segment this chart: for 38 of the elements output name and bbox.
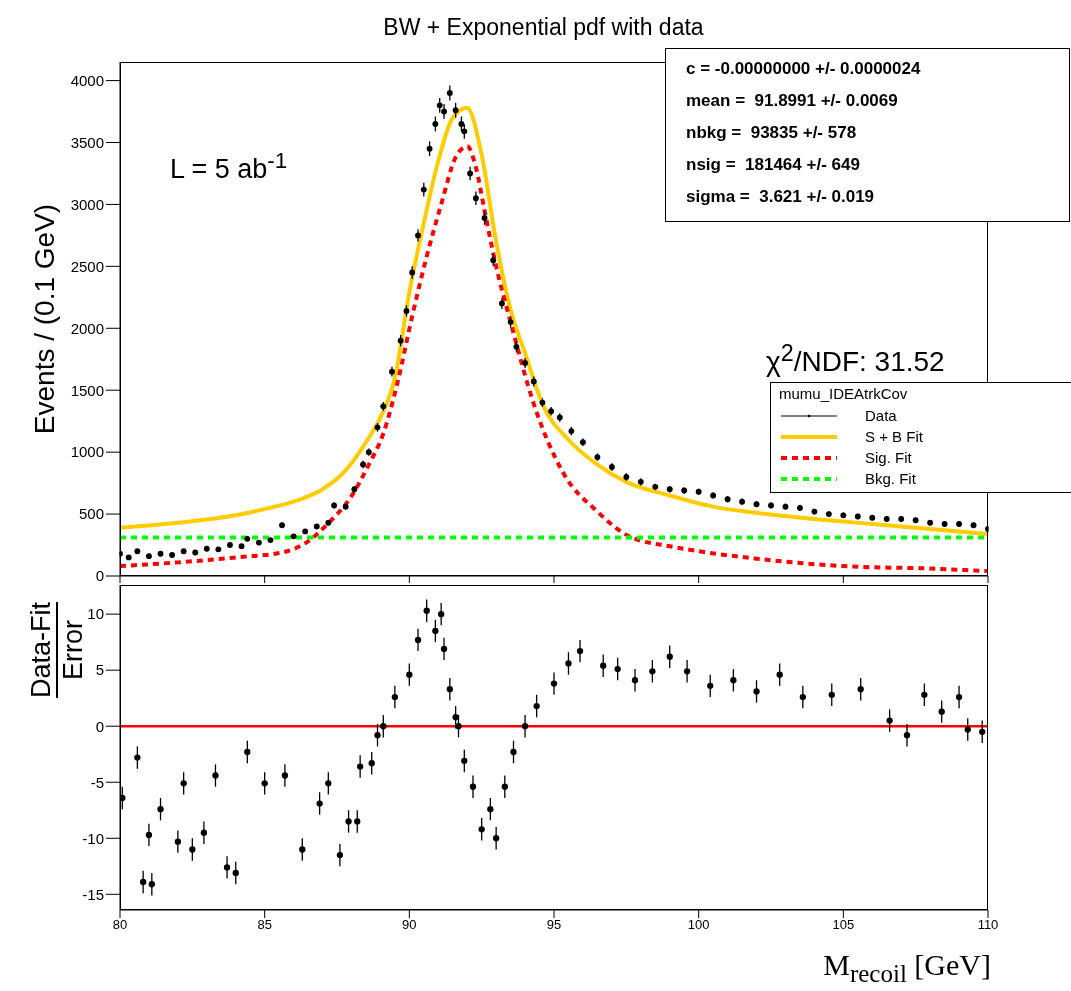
x-tick-label: 105 bbox=[832, 917, 855, 933]
annotation: c = -0.00000000 +/- 0.0000024 bbox=[686, 59, 921, 78]
x-tick-label: 100 bbox=[687, 917, 710, 933]
y-tick-label: 10 bbox=[87, 605, 104, 623]
annotation: nbkg = 93835 +/- 578 bbox=[686, 123, 857, 142]
y-tick-label: 2500 bbox=[70, 257, 104, 275]
annotation: sigma = 3.621 +/- 0.019 bbox=[686, 187, 875, 206]
y-tick-label: -5 bbox=[90, 773, 104, 791]
annotation: nsig = 181464 +/- 649 bbox=[686, 155, 860, 174]
legend-label: Bkg. Fit bbox=[865, 470, 916, 487]
annotation: χ$^{2}$/NDF: 31.52 bbox=[766, 340, 945, 378]
legend-label: Sig. Fit bbox=[865, 449, 912, 466]
annotation: mean = 91.8991 +/- 0.0069 bbox=[686, 91, 898, 110]
y-axis-title: Data-Fit Error bbox=[26, 601, 88, 699]
y-axis-title: Events / (0.1 GeV) bbox=[29, 203, 61, 435]
x-tick-label: 85 bbox=[257, 917, 272, 933]
y-tick-label: 1000 bbox=[70, 443, 104, 461]
x-tick-label: 95 bbox=[546, 917, 562, 933]
x-tick-label: 110 bbox=[977, 917, 999, 933]
y-tick-label: 5 bbox=[95, 661, 104, 679]
annotation: L = 5 ab$^{-1}$ bbox=[170, 148, 288, 184]
legend-label: Data bbox=[865, 407, 897, 424]
y-tick-label: 500 bbox=[78, 505, 104, 523]
legend-label: S + B Fit bbox=[865, 428, 923, 445]
y-tick-label: 3500 bbox=[70, 133, 104, 151]
y-tick-label: -10 bbox=[82, 829, 104, 847]
x-tick-label: 80 bbox=[112, 917, 128, 933]
y-tick-label: 4000 bbox=[70, 71, 104, 89]
y-tick-label: -15 bbox=[82, 885, 104, 903]
y-tick-label: 1500 bbox=[70, 381, 104, 399]
x-axis-title: M$_{recoil}$ [GeV] bbox=[823, 948, 991, 987]
y-tick-label: 0 bbox=[95, 717, 104, 735]
y-tick-label: 0 bbox=[95, 567, 104, 585]
legend-title: mumu_IDEAtrkCov bbox=[778, 385, 909, 404]
chart-title: BW + Exponential pdf with data bbox=[383, 14, 704, 40]
y-tick-label: 2000 bbox=[70, 319, 104, 337]
x-tick-label: 90 bbox=[402, 917, 417, 933]
y-tick-label: 3000 bbox=[70, 195, 104, 213]
